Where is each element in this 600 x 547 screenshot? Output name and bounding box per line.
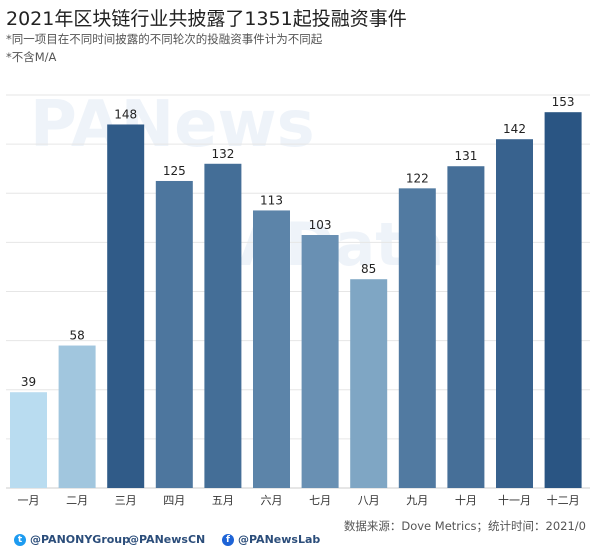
data-label: 85 bbox=[361, 262, 376, 276]
note-1: *同一项目在不同时间披露的不同轮次的投融资事件计为不同起 bbox=[6, 32, 323, 46]
x-tick-label: 九月 bbox=[406, 494, 428, 507]
x-tick-label: 五月 bbox=[212, 494, 234, 507]
data-label: 39 bbox=[21, 375, 36, 389]
data-label: 113 bbox=[260, 193, 283, 207]
x-tick-label: 八月 bbox=[358, 494, 380, 507]
x-tick-label: 三月 bbox=[115, 494, 137, 507]
social-label: @PANewsCN bbox=[128, 533, 206, 546]
data-label: 132 bbox=[211, 147, 234, 161]
x-tick-label: 十一月 bbox=[498, 493, 531, 507]
social-twitter[interactable]: t @PANONYGroup bbox=[14, 533, 130, 546]
data-label: 103 bbox=[309, 218, 332, 232]
data-source: 数据来源：Dove Metrics；统计时间：2021/0 bbox=[343, 519, 586, 533]
x-tick-label: 十二月 bbox=[547, 493, 580, 507]
bar bbox=[204, 163, 242, 488]
social-label: @PANONYGroup bbox=[30, 533, 131, 546]
note-2: *不含M/A bbox=[6, 50, 57, 64]
watermark-panews: PANews bbox=[30, 88, 315, 162]
data-label: 122 bbox=[406, 171, 429, 185]
x-tick-label: 四月 bbox=[163, 494, 185, 507]
bar bbox=[398, 188, 436, 488]
bar bbox=[58, 345, 96, 488]
data-label: 153 bbox=[552, 95, 575, 109]
bar bbox=[544, 112, 582, 488]
bar bbox=[107, 124, 145, 488]
bar bbox=[10, 392, 47, 488]
social-facebook[interactable]: f @PANewsLab bbox=[222, 533, 320, 546]
x-tick-label: 一月 bbox=[18, 494, 40, 507]
x-tick-label: 二月 bbox=[66, 494, 88, 507]
data-label: 125 bbox=[163, 164, 186, 178]
data-label: 148 bbox=[114, 107, 137, 121]
data-label: 131 bbox=[454, 149, 477, 163]
x-tick-label: 十月 bbox=[455, 493, 477, 507]
data-label: 58 bbox=[69, 329, 84, 343]
x-tick-label: 六月 bbox=[261, 494, 283, 507]
bar bbox=[301, 235, 339, 488]
bar bbox=[155, 180, 193, 488]
x-tick-label: 七月 bbox=[309, 494, 331, 507]
bar bbox=[447, 166, 485, 488]
bar bbox=[496, 139, 533, 488]
data-label: 142 bbox=[503, 122, 526, 136]
chart-title: 2021年区块链行业共披露了1351起投融资事件 bbox=[6, 8, 407, 30]
social-label: @PANewsLab bbox=[238, 533, 321, 546]
social-weibo[interactable]: @PANewsCN bbox=[128, 533, 205, 546]
bar bbox=[253, 210, 290, 488]
bar bbox=[350, 279, 388, 488]
facebook-icon: f bbox=[222, 534, 234, 546]
twitter-icon: t bbox=[14, 534, 26, 546]
